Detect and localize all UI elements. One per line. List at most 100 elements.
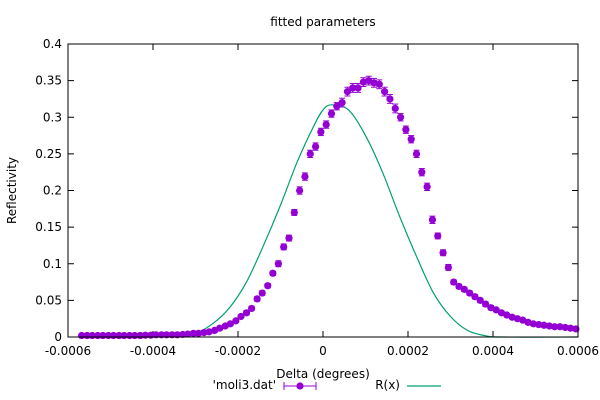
data-marker (317, 128, 325, 136)
data-point (274, 260, 282, 268)
data-point (349, 83, 357, 93)
data-marker (280, 243, 288, 251)
x-tick-label: 0 (319, 344, 327, 358)
data-marker (290, 208, 298, 217)
data-point (285, 234, 293, 242)
x-tick-label: 0.0006 (557, 344, 599, 358)
data-marker (375, 80, 383, 88)
data-point (407, 135, 415, 144)
data-point (396, 113, 405, 122)
data-marker (306, 150, 314, 158)
data-point (317, 127, 325, 137)
legend-marker (296, 382, 304, 390)
data-marker (391, 104, 399, 113)
data-point (301, 172, 309, 181)
data-marker (184, 330, 192, 338)
data-point (296, 186, 304, 195)
data-points-layer (78, 75, 580, 340)
data-point (551, 323, 559, 331)
data-marker (285, 234, 293, 242)
data-point (264, 282, 272, 290)
data-marker (237, 312, 245, 321)
y-tick-label: 0.35 (35, 74, 62, 88)
model-curve-layer (81, 104, 579, 338)
data-marker (423, 183, 431, 191)
data-point (290, 208, 298, 217)
data-point (354, 83, 362, 93)
data-marker (216, 324, 224, 332)
y-tick-label: 0.3 (43, 110, 62, 124)
x-tick-label: -0.0006 (45, 344, 91, 358)
data-marker (354, 84, 362, 92)
data-marker (566, 324, 575, 332)
data-marker (561, 323, 569, 332)
data-marker (194, 329, 203, 337)
data-point (258, 289, 266, 297)
data-point (418, 168, 426, 177)
x-tick-label: 0.0002 (387, 344, 429, 358)
data-marker (460, 285, 468, 293)
data-marker (386, 95, 394, 103)
data-point (434, 232, 442, 240)
data-marker (333, 102, 341, 110)
data-marker (226, 320, 234, 328)
model-curve-line (81, 104, 579, 338)
data-point (375, 79, 383, 90)
data-marker (349, 84, 357, 92)
data-point (381, 86, 389, 97)
data-point (450, 278, 458, 286)
data-point (306, 149, 314, 159)
data-marker (492, 306, 500, 314)
y-axis-title: Reflectivity (5, 157, 19, 224)
legend-label-rx: R(x) (375, 378, 400, 392)
axis-ticks: 0 0.05 0.1 0.15 0.2 0.25 0.3 0.35 0.4 -0.0006 -0.0… (35, 37, 599, 358)
data-marker (327, 109, 336, 118)
data-point (242, 309, 251, 317)
data-point (248, 304, 256, 313)
y-tick-label: 0.2 (43, 184, 62, 198)
data-marker (242, 309, 251, 317)
y-tick-label: 0 (54, 330, 62, 344)
data-marker (481, 300, 490, 308)
data-marker (407, 135, 415, 143)
legend: 'moli3.dat' R(x) (213, 378, 441, 392)
data-point (492, 306, 500, 314)
data-point (232, 317, 240, 325)
plot-frame (67, 43, 579, 338)
data-point (402, 125, 410, 134)
data-marker (322, 120, 330, 129)
data-marker (466, 289, 474, 297)
data-point (226, 320, 234, 328)
data-marker (545, 322, 553, 330)
data-marker (471, 293, 479, 301)
data-marker (381, 88, 389, 96)
data-marker (205, 328, 213, 336)
data-marker (418, 168, 426, 176)
data-point (269, 269, 277, 277)
data-point (194, 329, 203, 337)
data-marker (301, 172, 309, 181)
data-point (529, 320, 537, 328)
data-point (338, 97, 346, 108)
x-tick-label: -0.0002 (215, 344, 261, 358)
data-point (428, 215, 437, 224)
y-tick-label: 0.1 (43, 257, 62, 271)
data-point (444, 263, 452, 272)
x-axis-title: Delta (degrees) (276, 367, 370, 381)
data-marker (412, 150, 421, 158)
data-marker (269, 269, 277, 277)
data-marker (529, 320, 537, 328)
data-point (460, 285, 468, 293)
data-point (423, 182, 431, 191)
y-tick-label: 0.05 (35, 293, 62, 307)
data-point (481, 300, 490, 308)
data-marker (476, 296, 484, 304)
chart-title: fitted parameters (270, 15, 375, 29)
data-point (311, 142, 320, 151)
data-marker (311, 142, 320, 151)
x-tick-label: 0.0004 (472, 344, 514, 358)
data-marker (296, 186, 304, 195)
data-marker (434, 232, 442, 240)
data-marker (258, 289, 266, 297)
